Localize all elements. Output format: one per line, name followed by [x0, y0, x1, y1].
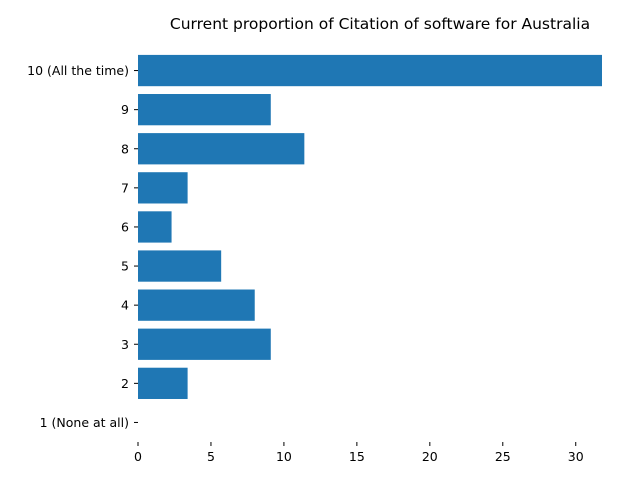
bar-8 — [138, 133, 305, 165]
bar-6 — [138, 211, 172, 243]
bar-9 — [138, 94, 271, 126]
bar-2 — [138, 367, 188, 399]
y-tick-label: 1 (None at all) — [40, 415, 129, 430]
y-tick-label: 8 — [121, 141, 129, 156]
x-tick-label: 20 — [422, 449, 438, 464]
y-tick-label: 3 — [121, 337, 129, 352]
y-tick-label: 2 — [121, 376, 129, 391]
x-tick-label: 15 — [349, 449, 365, 464]
bar-5 — [138, 250, 222, 282]
bars-group — [138, 54, 602, 399]
y-tick-label: 4 — [121, 298, 129, 313]
chart-title: Current proportion of Citation of softwa… — [170, 15, 590, 33]
x-axis: 0 5 10 15 20 25 30 — [134, 442, 584, 464]
bar-7 — [138, 172, 188, 204]
y-tick-label: 10 (All the time) — [27, 63, 129, 78]
bar-10 — [138, 54, 602, 87]
x-tick-label: 5 — [207, 449, 215, 464]
bar-3 — [138, 328, 271, 360]
bar-4 — [138, 289, 255, 321]
x-tick-label: 25 — [495, 449, 511, 464]
x-tick-label: 0 — [134, 449, 142, 464]
y-tick-label: 6 — [121, 219, 129, 234]
y-tick-label: 7 — [121, 180, 129, 195]
y-axis: 1 (None at all) 2 3 4 5 6 7 8 9 10 (All the time) — [27, 63, 138, 430]
x-tick-label: 10 — [276, 449, 292, 464]
y-tick-label: 9 — [121, 102, 129, 117]
x-tick-label: 30 — [568, 449, 584, 464]
y-tick-label: 5 — [121, 259, 129, 274]
